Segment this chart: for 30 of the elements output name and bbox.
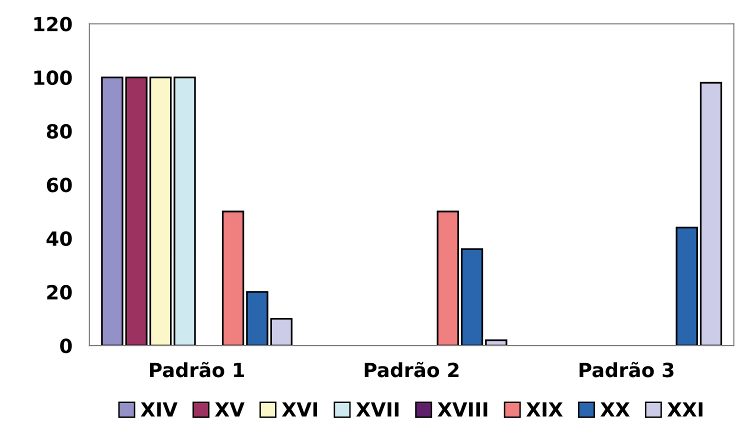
legend-label: XVI <box>282 402 318 416</box>
y-tick-label: 100 <box>34 70 72 86</box>
y-tick-label: 60 <box>46 178 72 192</box>
bar <box>700 82 722 346</box>
bar <box>125 76 148 346</box>
y-tick-label: 20 <box>47 284 72 300</box>
x-tick-label: Padrão 2 <box>364 362 458 378</box>
bar <box>174 76 196 346</box>
legend-label: XVII <box>356 402 399 416</box>
y-tick-label: 120 <box>34 16 72 32</box>
bar <box>101 76 124 346</box>
bar <box>246 291 268 346</box>
bar <box>485 339 508 346</box>
x-tick-label: Padrão 1 <box>150 362 244 378</box>
bar <box>149 76 172 346</box>
legend-label: XV <box>214 402 245 416</box>
legend-label: XX <box>600 402 630 416</box>
y-tick-label: 40 <box>46 231 72 246</box>
bar <box>676 226 698 346</box>
legend-label: XIX <box>526 402 563 416</box>
legend-label: XIV <box>140 402 178 416</box>
bar <box>222 210 244 346</box>
y-tick-label: 80 <box>46 124 72 139</box>
x-tick-label: Padrão 3 <box>580 362 674 378</box>
bar <box>460 248 484 346</box>
legend-label: XVIII <box>438 402 488 416</box>
bar <box>270 318 292 346</box>
y-tick-label: 0 <box>60 338 72 354</box>
legend-label: XXI <box>667 402 702 416</box>
bar <box>436 210 459 346</box>
